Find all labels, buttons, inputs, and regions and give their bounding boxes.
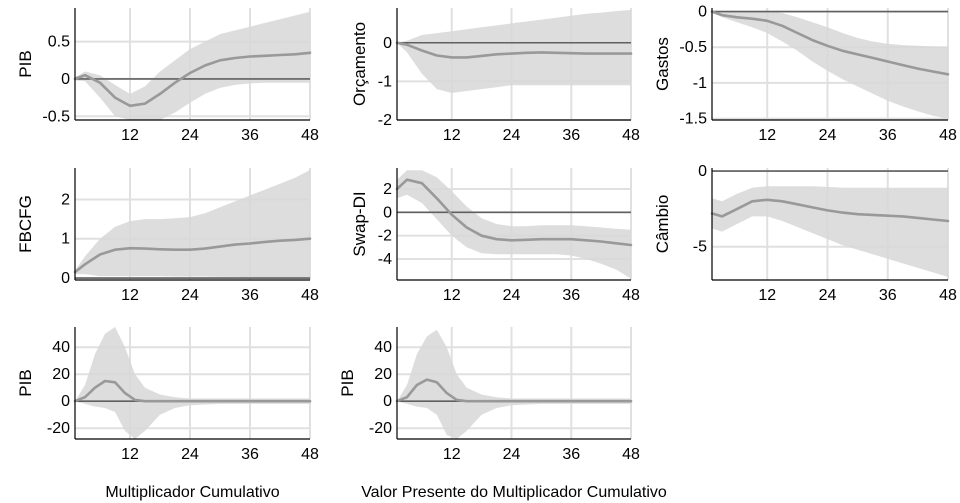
- x-tick-label: 24: [181, 446, 199, 463]
- x-tick-label: 12: [443, 287, 461, 304]
- x-tick-label: 36: [241, 446, 259, 463]
- subplot-8: 12 24 36 48 -20 0 20 40 PIB Valor Presente do Mul…: [338, 327, 667, 501]
- x-tick-label: 12: [443, 446, 461, 463]
- x-tick-label: 36: [879, 127, 897, 144]
- y-tick-label: -1: [378, 73, 392, 90]
- x-tick-label: 24: [181, 287, 199, 304]
- x-tick-label: 12: [121, 287, 139, 304]
- y-tick-label: 40: [374, 339, 392, 356]
- median-line: [73, 379, 312, 403]
- x-tick-label: 36: [879, 287, 897, 304]
- median-line: [395, 41, 633, 59]
- subplot-3: 12 24 36 48 -1.5 -1 -0.5 0 Gastos: [653, 4, 957, 144]
- y-tick-label: 1: [61, 231, 70, 248]
- y-tick-label: 0: [61, 270, 70, 287]
- x-tick-label: 48: [622, 287, 640, 304]
- y-axis-label: PIB: [16, 50, 35, 77]
- y-axis-label: FBCFG: [16, 195, 35, 253]
- x-tick-label: 24: [503, 287, 521, 304]
- y-tick-label: -0.5: [679, 39, 707, 56]
- x-tick-label: 24: [819, 287, 837, 304]
- confidence-band: [75, 327, 310, 439]
- x-tick-label: 48: [301, 446, 319, 463]
- x-tick-label: 24: [503, 127, 521, 144]
- confidence-band: [397, 9, 631, 93]
- y-tick-label: 2: [383, 181, 392, 198]
- y-axis-label: PIB: [16, 369, 35, 396]
- median-line: [73, 51, 312, 108]
- y-tick-label: -0.5: [42, 108, 70, 125]
- y-tick-label: 20: [52, 366, 70, 383]
- confidence-band: [712, 186, 948, 277]
- x-axis-label: Valor Presente do Multiplicador Cumulati…: [361, 484, 667, 501]
- x-tick-label: 12: [121, 127, 139, 144]
- x-tick-label: 12: [758, 287, 776, 304]
- x-tick-label: 12: [758, 127, 776, 144]
- x-tick-label: 48: [622, 127, 640, 144]
- confidence-band: [397, 170, 631, 279]
- subplot-7: 12 24 36 48 -20 0 20 40 PIB Multiplicador Cumulat…: [16, 327, 319, 501]
- subplot-5: 12 24 36 48 -4 -2 0 2 Swap-DI: [350, 168, 640, 304]
- x-tick-label: 12: [121, 446, 139, 463]
- y-tick-label: -20: [369, 420, 392, 437]
- x-tick-label: 48: [622, 446, 640, 463]
- y-axis-label: Gastos: [653, 37, 672, 91]
- y-axis-label: Câmbio: [653, 195, 672, 254]
- y-tick-label: -2: [378, 228, 392, 245]
- y-tick-label: 20: [374, 366, 392, 383]
- x-tick-label: 36: [562, 446, 580, 463]
- confidence-band: [712, 11, 948, 119]
- x-tick-label: 24: [181, 127, 199, 144]
- y-tick-label: -1.5: [679, 111, 707, 128]
- subplot-6: 12 24 36 48 -5 0 Câmbio: [653, 163, 957, 304]
- x-tick-label: 48: [939, 287, 957, 304]
- subplot-1: 12 24 36 48 -0.5 0 0.5 PIB: [16, 8, 319, 144]
- confidence-band: [75, 11, 310, 121]
- median-line: [395, 378, 633, 403]
- y-tick-label: 0: [698, 163, 707, 180]
- x-tick-label: 24: [819, 127, 837, 144]
- median-line: [73, 237, 312, 274]
- confidence-band: [397, 329, 631, 439]
- subplot-2: 12 24 36 48 -2 -1 0 Orçamento: [350, 8, 640, 144]
- y-axis-label: PIB: [338, 369, 357, 396]
- y-tick-label: 0: [383, 393, 392, 410]
- y-tick-label: 0: [383, 35, 392, 52]
- x-tick-label: 36: [241, 127, 259, 144]
- y-tick-label: 2: [61, 191, 70, 208]
- y-tick-label: 0: [61, 393, 70, 410]
- x-tick-label: 36: [562, 287, 580, 304]
- x-tick-label: 48: [301, 127, 319, 144]
- x-tick-label: 24: [503, 446, 521, 463]
- x-tick-label: 36: [241, 287, 259, 304]
- confidence-band: [75, 170, 310, 279]
- x-axis-label: Multiplicador Cumulativo: [105, 484, 279, 501]
- x-tick-label: 48: [939, 127, 957, 144]
- y-axis-label: Swap-DI: [350, 191, 369, 256]
- y-tick-label: -5: [693, 239, 707, 256]
- x-tick-label: 12: [443, 127, 461, 144]
- y-tick-label: 0: [61, 71, 70, 88]
- y-tick-label: -20: [47, 420, 70, 437]
- y-tick-label: 0.5: [48, 34, 70, 51]
- x-tick-label: 36: [562, 127, 580, 144]
- median-line: [710, 198, 950, 223]
- median-line: [395, 178, 633, 247]
- y-tick-label: 0: [698, 4, 707, 21]
- y-tick-label: 40: [52, 339, 70, 356]
- y-tick-label: 0: [383, 204, 392, 221]
- median-line: [710, 10, 950, 76]
- x-tick-label: 48: [301, 287, 319, 304]
- y-tick-label: -2: [378, 112, 392, 129]
- y-axis-label: Orçamento: [350, 22, 369, 106]
- y-tick-label: -4: [378, 251, 392, 268]
- y-tick-label: -1: [693, 75, 707, 92]
